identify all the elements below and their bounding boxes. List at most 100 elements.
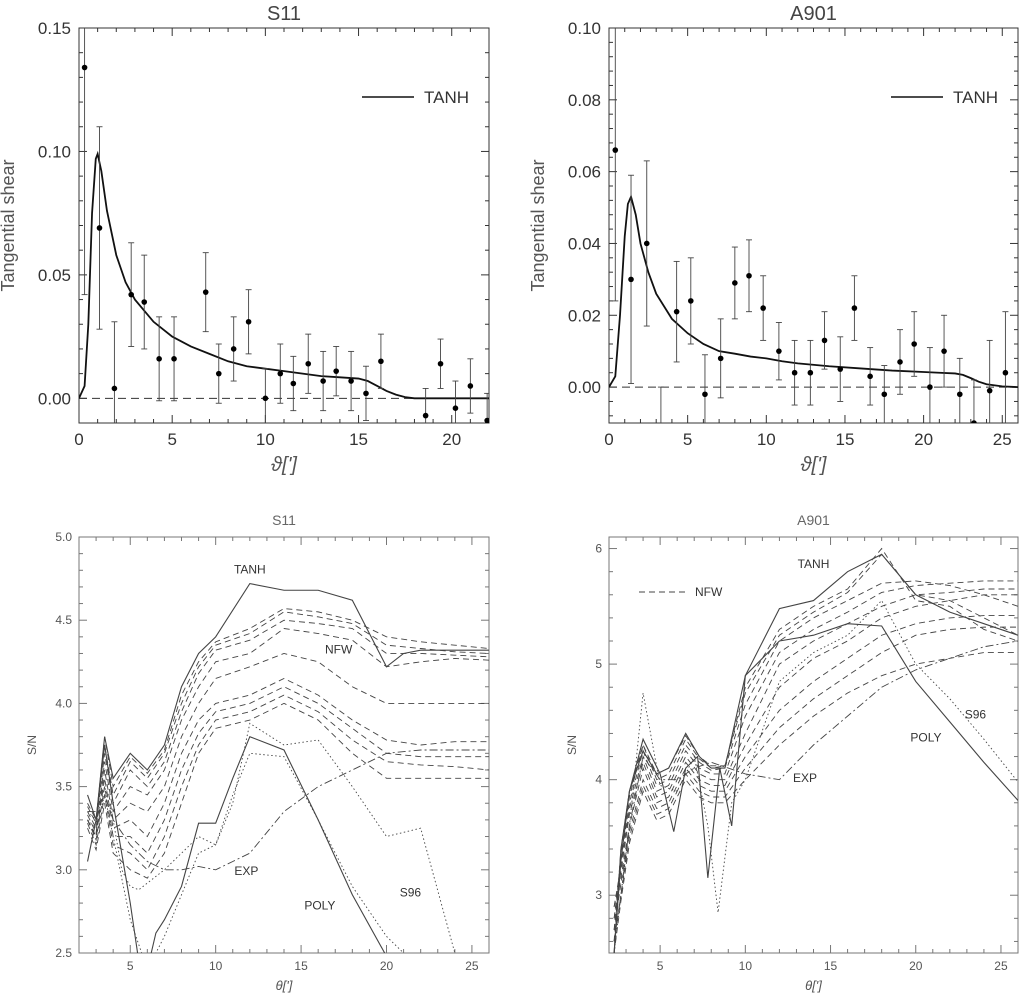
y-tick-label: 0.10	[38, 142, 71, 161]
data-point	[791, 369, 798, 376]
data-point	[484, 417, 489, 423]
x-tick-label: 10	[739, 959, 753, 973]
x-axis-label: θ[']	[276, 978, 293, 993]
x-tick-label: 25	[465, 959, 479, 973]
data-point	[202, 289, 209, 295]
series-annotation: POLY	[304, 899, 335, 913]
x-tick-label: 15	[824, 959, 838, 973]
data-point	[378, 358, 384, 365]
data-point	[897, 359, 903, 365]
s96-series-line	[87, 722, 456, 953]
model-series-line	[613, 547, 1018, 942]
x-tick-label: 10	[757, 430, 776, 449]
y-tick-label: 0.00	[38, 389, 71, 408]
y-tick-label: 3	[595, 888, 602, 902]
data-point	[81, 64, 88, 71]
data-point	[807, 369, 814, 376]
model-series-line	[613, 580, 1018, 907]
data-point	[245, 318, 252, 325]
series-annotation: S96	[965, 707, 987, 721]
chart-title: S11	[272, 512, 296, 528]
data-point	[702, 391, 708, 398]
data-point	[673, 308, 680, 315]
model-series-line	[613, 588, 1018, 907]
data-point	[422, 412, 429, 419]
plot-area	[609, 28, 1018, 433]
data-point	[956, 391, 963, 398]
y-tick-label: 0.04	[568, 234, 601, 253]
y-tick-label: 2.5	[55, 946, 72, 960]
chart-title: S11	[267, 3, 301, 25]
data-point	[851, 305, 858, 311]
y-tick-label: 0.15	[38, 19, 71, 38]
x-tick-label: 10	[209, 959, 223, 973]
data-point	[837, 366, 844, 372]
data-point	[305, 360, 312, 367]
model-series-line	[87, 628, 489, 835]
data-point	[881, 391, 888, 398]
data-point	[628, 276, 634, 283]
exp-series-line	[613, 640, 1018, 942]
model-series-line	[87, 677, 489, 838]
y-tick-label: 0.00	[568, 378, 601, 397]
tanh-series-line	[613, 553, 1018, 953]
y-axis-label: S/N	[565, 735, 579, 755]
plot-area	[79, 28, 489, 423]
data-point	[971, 420, 977, 423]
x-tick-label: 20	[909, 959, 923, 973]
data-point	[732, 280, 738, 286]
y-tick-label: 0.06	[568, 163, 601, 182]
x-tick-label: 20	[442, 430, 461, 449]
data-point	[156, 356, 162, 362]
y-tick-label: 0.08	[568, 91, 601, 110]
data-point	[320, 378, 326, 384]
data-point	[230, 346, 237, 352]
data-point	[348, 378, 354, 384]
data-point	[1002, 369, 1009, 376]
y-tick-label: 0.02	[568, 306, 601, 325]
s11-shear-panel: S11 0 5 10 15 20 0.00 0.05 0.10 0.15 ϑ['] Tangentia…	[0, 3, 490, 476]
y-tick-label: 3.5	[55, 780, 72, 794]
chart-title: A901	[797, 512, 830, 528]
s96-series-line	[613, 599, 1018, 953]
data-point	[262, 395, 269, 402]
x-tick-label: 5	[657, 959, 664, 973]
data-point	[867, 373, 873, 380]
a901-shear-panel: A901 0 5 10 15 20 25 0.00 0.02 0.04 0.06 0.08 0.10 ϑ[…	[528, 3, 1019, 476]
model-curve-tanh	[609, 194, 1018, 388]
y-tick-label: 4.0	[55, 696, 72, 710]
y-tick-label: 0.05	[38, 266, 71, 285]
y-tick-label: 6	[595, 542, 602, 556]
x-axis-label: θ[']	[805, 978, 822, 993]
x-tick-label: 10	[256, 430, 275, 449]
model-series-line	[613, 594, 1018, 919]
tanh-series-line	[87, 582, 489, 821]
model-series-line	[613, 553, 1018, 930]
series-annotation: TANH	[234, 563, 266, 577]
data-point	[111, 385, 118, 392]
data-point	[760, 305, 766, 311]
data-point	[452, 405, 459, 411]
plot-area	[613, 547, 1018, 953]
series-annotation: EXP	[793, 771, 817, 785]
x-tick-label: 15	[349, 430, 368, 449]
y-tick-label: 5.0	[55, 530, 72, 544]
chart-title: A901	[790, 3, 837, 25]
data-point	[290, 380, 297, 387]
y-tick-label: 4.5	[55, 613, 72, 627]
y-axis-label: Tangential shear	[0, 159, 18, 291]
x-tick-label: 20	[380, 959, 394, 973]
data-point	[821, 337, 828, 344]
data-point	[363, 390, 369, 397]
y-axis-label: Tangential shear	[528, 159, 548, 291]
x-tick-label: 0	[604, 430, 613, 449]
model-series-line	[87, 611, 489, 825]
data-point	[658, 427, 664, 433]
x-tick-label: 15	[836, 430, 855, 449]
y-tick-label: 3.0	[55, 863, 72, 877]
series-annotation: S96	[400, 885, 422, 899]
data-point	[911, 341, 917, 347]
x-tick-label: 15	[294, 959, 308, 973]
x-tick-label: 0	[74, 430, 83, 449]
s11-sn-panel: S11 5 10 15 20 25 2.5 3.0 3.5 4.0 4.5 5.0 θ['] S/N TAN…	[25, 512, 490, 993]
